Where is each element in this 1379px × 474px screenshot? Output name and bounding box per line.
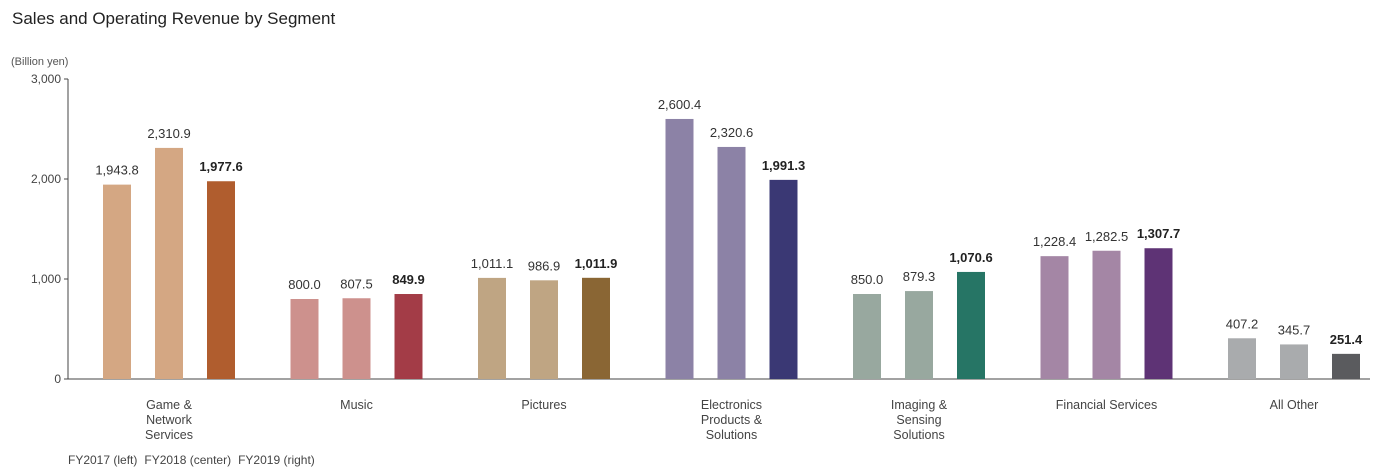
bar	[103, 184, 131, 379]
bar	[1228, 338, 1256, 379]
category-label: Pictures	[521, 398, 566, 412]
bar-value-label: 1,307.7	[1137, 226, 1180, 241]
bar-value-label: 850.0	[851, 272, 884, 287]
bar-value-label: 807.5	[340, 276, 373, 291]
chart-title: Sales and Operating Revenue by Segment	[12, 9, 336, 28]
category-label: Game &	[146, 398, 193, 412]
category-label: All Other	[1270, 398, 1319, 412]
category-label: Sensing	[896, 413, 941, 427]
legend: FY2017 (left) FY2018 (center) FY2019 (ri…	[68, 453, 315, 467]
category-label: Solutions	[893, 428, 944, 442]
bar-value-label: 407.2	[1226, 316, 1259, 331]
bar	[1332, 353, 1360, 379]
bar-value-label: 1,991.3	[762, 158, 805, 173]
bar	[769, 179, 798, 379]
bar	[582, 277, 610, 379]
bar-value-label: 251.4	[1330, 332, 1363, 347]
legend-item-fy2018: FY2018 (center)	[144, 453, 232, 467]
y-tick-label: 3,000	[31, 72, 61, 86]
bar	[207, 181, 235, 379]
bar	[342, 298, 371, 379]
bar	[1092, 250, 1121, 379]
bar-value-label: 345.7	[1278, 322, 1311, 337]
bar-value-label: 1,943.8	[95, 163, 138, 178]
bar-value-label: 2,320.6	[710, 125, 753, 140]
bar-value-label: 800.0	[288, 277, 321, 292]
bar	[530, 280, 558, 379]
bar	[1144, 248, 1173, 379]
y-tick-label: 1,000	[31, 272, 61, 286]
bar	[717, 146, 746, 379]
category-label: Imaging &	[891, 398, 948, 412]
category-label: Electronics	[701, 398, 762, 412]
bar	[478, 277, 506, 379]
bar-value-label: 1,977.6	[199, 159, 242, 174]
category-label: Network	[146, 413, 193, 427]
bar	[905, 291, 933, 379]
bar-value-label: 986.9	[528, 258, 561, 273]
bar-value-label: 2,310.9	[147, 126, 190, 141]
y-tick-label: 2,000	[31, 172, 61, 186]
bar	[1040, 256, 1069, 379]
bar-value-label: 849.9	[392, 272, 425, 287]
bar	[290, 299, 319, 379]
bar-value-label: 2,600.4	[658, 97, 701, 112]
y-tick-label: 0	[54, 372, 61, 386]
bar-value-label: 1,228.4	[1033, 234, 1076, 249]
bar-value-label: 1,011.9	[575, 256, 618, 271]
legend-item-fy2019: FY2019 (right)	[238, 453, 315, 467]
category-label: Services	[145, 428, 193, 442]
bar	[665, 118, 694, 380]
bar	[853, 294, 881, 379]
category-label: Products &	[701, 413, 763, 427]
category-label: Financial Services	[1056, 398, 1157, 412]
bar-value-label: 1,011.1	[471, 256, 513, 271]
y-axis-unit-label: (Billion yen)	[11, 56, 69, 68]
bar	[957, 271, 985, 379]
legend-item-fy2017: FY2017 (left)	[68, 453, 138, 467]
category-label: Music	[340, 398, 373, 412]
bar	[1280, 344, 1308, 379]
category-label: Solutions	[706, 428, 757, 442]
bar-value-label: 1,282.5	[1085, 229, 1128, 244]
bar-value-label: 1,070.6	[949, 250, 992, 265]
bar-value-label: 879.3	[903, 269, 936, 284]
bar	[394, 294, 423, 379]
bar	[155, 147, 183, 379]
